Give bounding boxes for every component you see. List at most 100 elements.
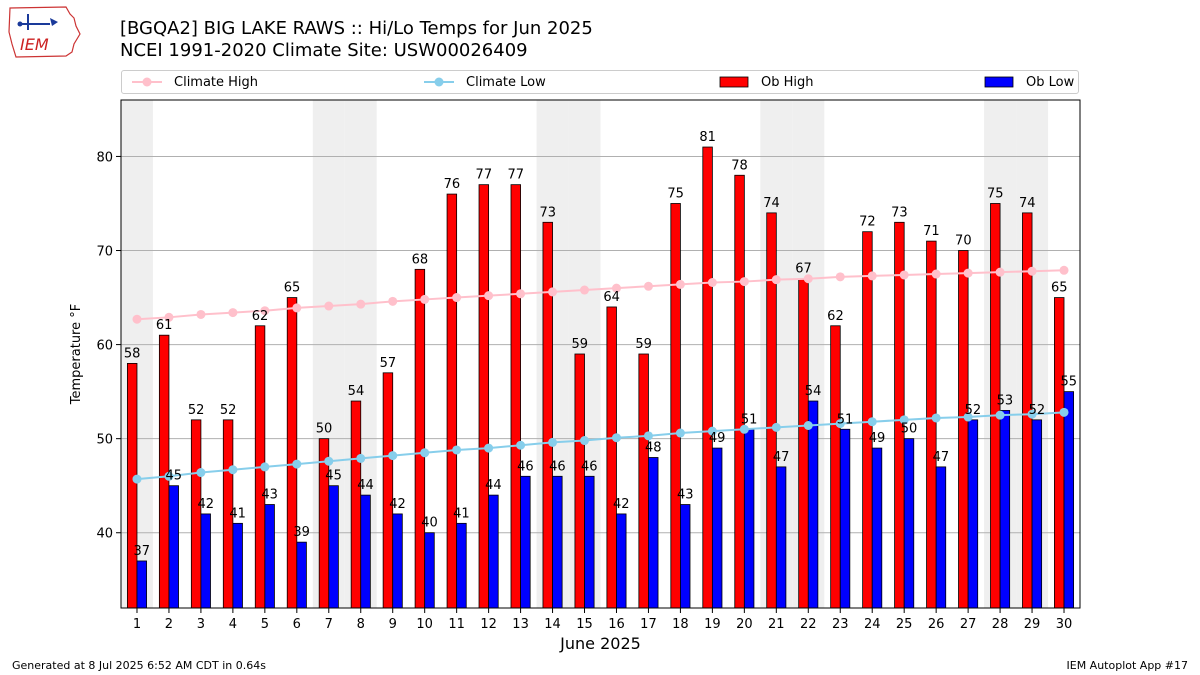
ob-low-label: 45 [165, 469, 182, 484]
app-footer: IEM Autoplot App #17 [1066, 659, 1189, 672]
climate-low-point [739, 424, 749, 434]
ob-high-label: 62 [252, 309, 269, 324]
ob-low-label: 46 [581, 459, 598, 474]
climate-high-point [132, 314, 142, 324]
iem-logo: IEM [6, 4, 82, 60]
ob-low-label: 54 [805, 384, 822, 399]
ob-high-label: 50 [316, 422, 333, 437]
legend-label: Ob High [761, 74, 814, 90]
ob-low-bar [999, 410, 1011, 609]
legend-item-ob-low: Ob Low [984, 71, 1074, 93]
climate-high-point [899, 270, 909, 280]
ob-high-label: 54 [348, 384, 365, 399]
ob-low-label: 42 [197, 497, 214, 512]
ob-low-label: 46 [549, 459, 566, 474]
generated-footer: Generated at 8 Jul 2025 6:52 AM CDT in 0… [12, 659, 266, 672]
ob-high-bar [702, 146, 713, 609]
climate-low-point [1059, 407, 1069, 417]
ob-high-label: 59 [635, 337, 652, 352]
climate-low-point [356, 453, 366, 463]
ob-high-label: 65 [284, 281, 301, 296]
ob-low-bar [807, 400, 819, 609]
climate-low-point [707, 426, 717, 436]
ob-high-bar [190, 419, 202, 609]
ob-high-label: 67 [795, 262, 812, 277]
ob-low-bar [775, 466, 787, 609]
ob-low-label: 47 [773, 450, 790, 465]
ob-low-bar [871, 447, 883, 609]
climate-high-point [516, 289, 526, 299]
x-tick-label: 30 [1056, 617, 1073, 632]
climate-low-point [643, 431, 653, 441]
ob-low-bar [711, 447, 723, 609]
ob-high-label: 77 [508, 168, 525, 183]
ob-high-label: 71 [923, 224, 940, 239]
climate-high-point [548, 287, 558, 297]
climate-low-point [292, 459, 302, 469]
ob-low-label: 43 [261, 488, 278, 503]
climate-high-point [196, 309, 206, 319]
climate-high-line [136, 269, 1065, 321]
climate-high-point [771, 275, 781, 285]
climate-low-point [260, 462, 270, 472]
ob-high-label: 75 [987, 186, 1004, 201]
ob-low-bar [232, 522, 243, 609]
ob-low-label: 51 [837, 412, 854, 427]
climate-high-point [1027, 266, 1037, 276]
climate-high-point [643, 281, 653, 291]
x-tick-label: 23 [832, 617, 849, 632]
x-tick-label: 12 [480, 617, 497, 632]
x-tick-label: 17 [640, 617, 657, 632]
ob-low-label: 52 [1029, 403, 1046, 418]
climate-low-point [771, 422, 781, 432]
ob-low-bar [935, 466, 947, 609]
ob-high-label: 52 [188, 403, 205, 418]
ob-high-bar [606, 306, 617, 609]
ob-high-label: 58 [124, 346, 141, 361]
chart-title: [BGQA2] BIG LAKE RAWS :: Hi/Lo Temps for… [120, 18, 593, 39]
ob-high-label: 73 [891, 205, 908, 220]
ob-low-bar [136, 560, 147, 609]
ob-low-label: 41 [229, 506, 246, 521]
x-tick-label: 6 [293, 617, 301, 632]
climate-low-point [611, 433, 621, 443]
ob-low-label: 53 [997, 393, 1014, 408]
climate-low-point [452, 445, 462, 455]
x-tick-label: 28 [992, 617, 1009, 632]
ob-low-label: 46 [517, 459, 534, 474]
climate-low-line [136, 411, 1065, 481]
plot-frame [120, 99, 1081, 609]
climate-low-point [388, 451, 398, 461]
ob-high-bar [414, 268, 426, 609]
y-tick-label: 50 [96, 433, 113, 448]
ob-high-bar [798, 278, 809, 609]
ob-high-label: 59 [571, 337, 588, 352]
ob-low-label: 52 [965, 403, 982, 418]
legend-bar-swatch-icon [719, 76, 749, 88]
legend-item-climate-high: Climate High [132, 71, 258, 93]
chart-legend: Climate High Climate Low Ob High Ob Low [121, 70, 1079, 94]
climate-low-point [548, 437, 558, 447]
ob-low-label: 37 [134, 544, 151, 559]
ob-high-label: 52 [220, 403, 237, 418]
climate-low-point [1027, 409, 1037, 419]
ob-low-bar [552, 475, 563, 609]
ob-high-bar [830, 325, 841, 609]
x-tick-label: 5 [261, 617, 269, 632]
ob-low-label: 49 [869, 431, 886, 446]
x-tick-label: 22 [800, 617, 817, 632]
x-tick-label: 19 [704, 617, 721, 632]
ob-high-bar [510, 184, 521, 609]
climate-low-point [899, 415, 909, 425]
climate-high-point [931, 269, 941, 279]
climate-low-point [675, 428, 685, 438]
ob-high-bar [638, 353, 649, 609]
ob-low-bar [456, 522, 467, 609]
ob-low-label: 47 [933, 450, 950, 465]
climate-high-point [835, 272, 845, 282]
ob-high-label: 62 [827, 309, 844, 324]
y-tick-label: 40 [96, 527, 113, 542]
x-tick-label: 21 [768, 617, 785, 632]
climate-high-point [867, 271, 877, 281]
